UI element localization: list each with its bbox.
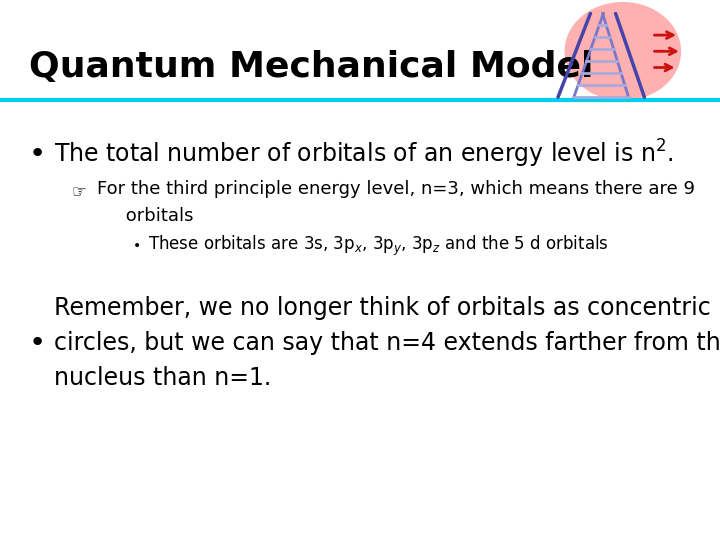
Text: Remember, we no longer think of orbitals as concentric
circles, but we can say t: Remember, we no longer think of orbitals… <box>54 295 720 390</box>
Text: •: • <box>133 239 141 253</box>
Text: •: • <box>29 329 46 357</box>
Text: ☞: ☞ <box>72 183 87 201</box>
Text: •: • <box>29 140 46 168</box>
Text: Quantum Mechanical Model: Quantum Mechanical Model <box>29 51 593 84</box>
Ellipse shape <box>565 3 680 100</box>
Text: orbitals: orbitals <box>97 207 194 225</box>
Text: For the third principle energy level, n=3, which means there are 9: For the third principle energy level, n=… <box>97 180 696 198</box>
Text: These orbitals are 3s, 3p$_x$, 3p$_y$, 3p$_z$ and the 5 d orbitals: These orbitals are 3s, 3p$_x$, 3p$_y$, 3… <box>148 234 608 258</box>
Text: The total number of orbitals of an energy level is n$^{2}$.: The total number of orbitals of an energ… <box>54 138 674 170</box>
